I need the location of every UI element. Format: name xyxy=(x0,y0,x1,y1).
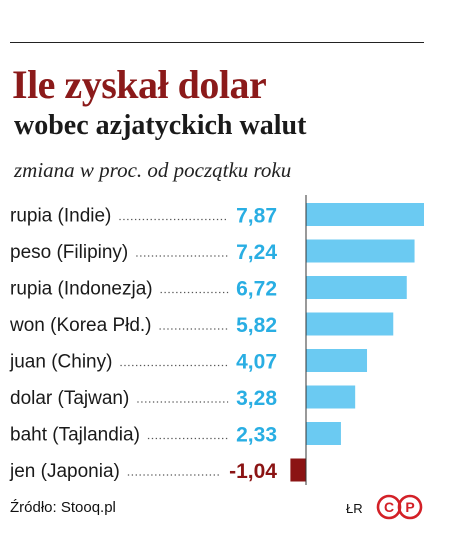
cp-logo-c-letter: C xyxy=(384,499,394,515)
chart-title: Ile zyskał dolar xyxy=(12,62,267,107)
value-label: 3,28 xyxy=(236,387,277,410)
bar xyxy=(306,422,341,445)
category-label: peso (Filipiny) xyxy=(10,242,128,263)
cp-logo: C P xyxy=(376,494,423,520)
bar xyxy=(306,312,394,336)
cp-logo-p-ring xyxy=(397,494,423,520)
value-label: 4,07 xyxy=(236,351,277,374)
author-initials: ŁR xyxy=(346,501,363,516)
category-label: rupia (Indie) xyxy=(10,206,111,227)
bar-chart: rupia (Indie) 7,87 peso (Filipiny) 7,24 rupi… xyxy=(9,195,424,485)
chart-caption: zmiana w proc. od początku roku xyxy=(14,158,292,182)
source-note: Źródło: Stooq.pl xyxy=(10,499,116,516)
value-label: 6,72 xyxy=(236,278,277,301)
bar xyxy=(290,458,306,482)
category-label: baht (Tajlandia) xyxy=(10,425,140,446)
value-label: 2,33 xyxy=(236,424,277,447)
bar xyxy=(306,203,424,226)
bar xyxy=(306,385,356,409)
bar xyxy=(306,349,368,372)
category-label: juan (Chiny) xyxy=(9,352,112,373)
value-label: 7,24 xyxy=(236,241,277,264)
top-rule xyxy=(10,42,424,43)
chart-subtitle: wobec azjatyckich walut xyxy=(14,110,307,141)
bar xyxy=(306,276,407,299)
category-label: won (Korea Płd.) xyxy=(9,315,152,336)
category-label: jen (Japonia) xyxy=(9,461,120,482)
value-label: 5,82 xyxy=(236,314,277,337)
value-label: -1,04 xyxy=(229,460,277,483)
category-label: dolar (Tajwan) xyxy=(10,388,129,409)
category-label: rupia (Indonezja) xyxy=(10,279,153,300)
bar xyxy=(306,239,415,263)
value-label: 7,87 xyxy=(236,205,277,228)
cp-logo-p-letter: P xyxy=(405,499,414,515)
